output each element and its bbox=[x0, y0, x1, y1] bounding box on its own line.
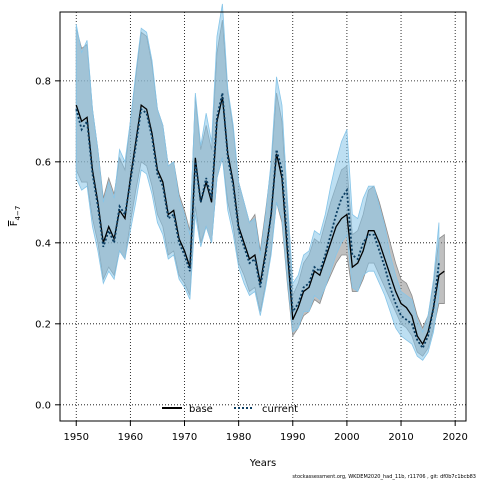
x-tick-label-1980: 1980 bbox=[226, 432, 251, 443]
footer-text: stockassessment.org, WKDEM2020_had_11b, … bbox=[292, 474, 476, 480]
legend: base current bbox=[162, 404, 298, 415]
x-tick-label-1950: 1950 bbox=[64, 432, 89, 443]
y-axis: 0.0 0.2 0.4 0.6 0.8 bbox=[35, 76, 60, 411]
y-axis-title: F4−7 bbox=[9, 206, 22, 227]
x-tick-label-2020: 2020 bbox=[442, 432, 467, 443]
y-tick-label-0.8: 0.8 bbox=[35, 76, 51, 87]
y-tick-label-0.4: 0.4 bbox=[35, 238, 51, 249]
x-tick-label-1970: 1970 bbox=[172, 432, 197, 443]
series-line-current bbox=[75, 92, 440, 350]
series-lines bbox=[75, 92, 445, 350]
x-tick-label-1960: 1960 bbox=[118, 432, 143, 443]
x-tick-label-2010: 2010 bbox=[388, 432, 413, 443]
plot-frame bbox=[59, 11, 467, 422]
x-axis-title: Years bbox=[249, 458, 276, 469]
x-tick-label-2000: 2000 bbox=[334, 432, 359, 443]
legend-label-base: base bbox=[189, 404, 213, 415]
y-tick-label-0.0: 0.0 bbox=[35, 400, 51, 411]
x-tick-label-1990: 1990 bbox=[280, 432, 305, 443]
y-tick-label-0.6: 0.6 bbox=[35, 157, 51, 168]
confidence-bands bbox=[75, 3, 445, 361]
x-axis: 1950 1960 1970 1980 1990 2000 2010 2020 bbox=[64, 421, 468, 443]
confidence-band-current bbox=[75, 3, 440, 361]
svg-text:F4−7: F4−7 bbox=[9, 206, 22, 227]
y-axis-title-subscript: 4−7 bbox=[14, 206, 22, 221]
legend-label-current: current bbox=[262, 404, 298, 415]
y-axis-title-main: F bbox=[9, 220, 20, 226]
y-tick-label-0.2: 0.2 bbox=[35, 319, 51, 330]
